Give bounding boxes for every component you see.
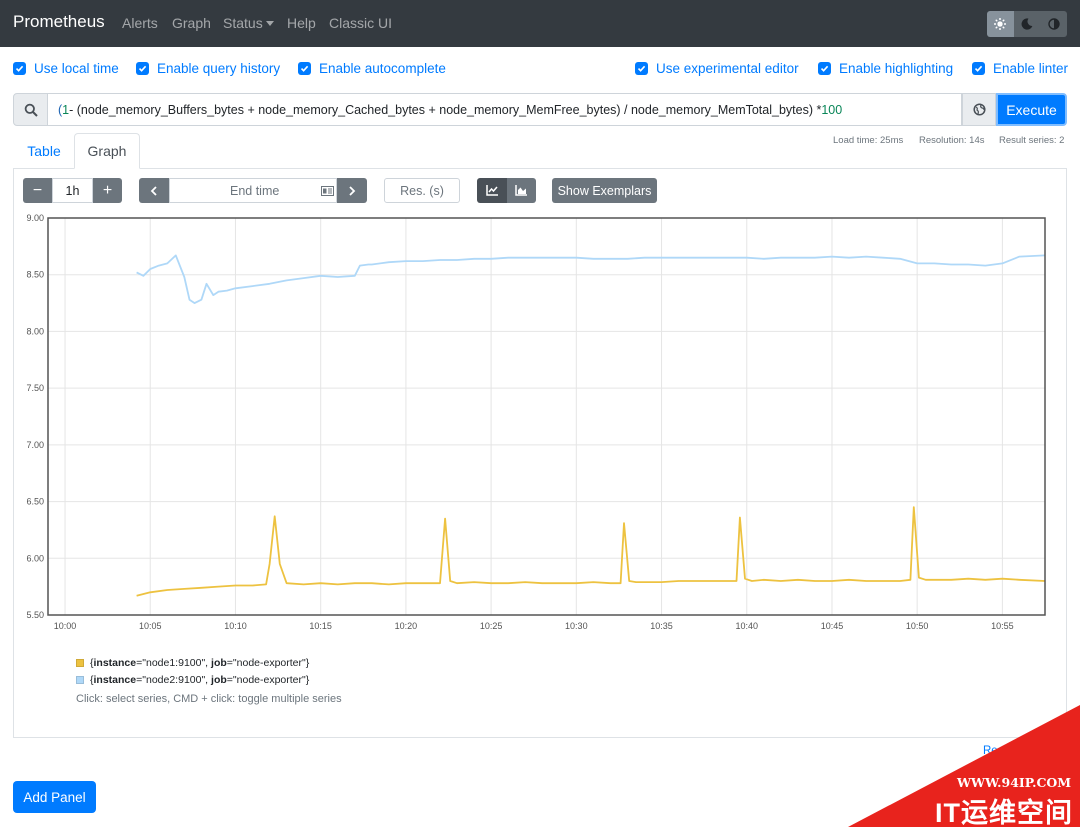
nav-graph[interactable]: Graph [172, 15, 211, 31]
legend-swatch [76, 659, 84, 667]
light-theme-button[interactable] [987, 11, 1014, 37]
stacked-button[interactable] [507, 178, 536, 203]
load-time: Load time: 25ms [833, 135, 903, 146]
option-enable-query-history[interactable]: Enable query history [136, 61, 280, 76]
y-tick-label: 5.50 [26, 610, 44, 620]
unstacked-button[interactable] [477, 178, 507, 203]
end-time-placeholder: End time [230, 184, 279, 198]
chevron-down-icon [266, 21, 274, 26]
x-tick-label: 10:30 [565, 621, 588, 631]
query-number: 100 [821, 103, 842, 117]
query-number: 1 [62, 103, 69, 117]
navbar: Prometheus Alerts Graph Status Help Clas… [0, 0, 1080, 47]
watermark-name: IT运维空间 [935, 791, 1073, 830]
theme-toggle-group [987, 11, 1067, 37]
x-tick-label: 10:55 [991, 621, 1014, 631]
option-label: Use experimental editor [656, 61, 799, 76]
nav-help[interactable]: Help [287, 15, 316, 31]
y-tick-label: 6.50 [26, 497, 44, 507]
nav-status[interactable]: Status [223, 15, 274, 31]
end-time-input[interactable]: End time [169, 178, 337, 203]
x-tick-label: 10:05 [139, 621, 162, 631]
x-tick-label: 10:50 [906, 621, 929, 631]
nav-status-label: Status [223, 15, 263, 31]
x-tick-label: 10:45 [821, 621, 844, 631]
chevron-right-icon [348, 186, 356, 196]
sun-icon [994, 18, 1006, 30]
metrics-explorer-button[interactable] [962, 93, 996, 126]
add-panel-button[interactable]: Add Panel [13, 781, 96, 813]
y-tick-label: 8.00 [26, 326, 44, 336]
resolution: Resolution: 14s [919, 135, 984, 146]
x-tick-label: 10:40 [735, 621, 758, 631]
option-enable-linter[interactable]: Enable linter [972, 61, 1068, 76]
checkbox-checked-icon[interactable] [136, 62, 149, 75]
y-tick-label: 8.50 [26, 270, 44, 280]
plot-area [48, 218, 1045, 615]
tab-graph[interactable]: Graph [74, 133, 140, 169]
x-tick-label: 10:00 [54, 621, 77, 631]
y-tick-label: 7.50 [26, 383, 44, 393]
x-tick-label: 10:20 [395, 621, 418, 631]
x-tick-label: 10:15 [309, 621, 332, 631]
x-tick-label: 10:25 [480, 621, 503, 631]
x-tick-label: 10:10 [224, 621, 247, 631]
expression-input[interactable]: (1- (node_memory_Buffers_bytes + node_me… [47, 93, 962, 126]
show-exemplars-button[interactable]: Show Exemplars [552, 178, 657, 203]
checkbox-checked-icon[interactable] [635, 62, 648, 75]
resolution-input[interactable]: Res. (s) [384, 178, 460, 203]
y-tick-label: 6.00 [26, 553, 44, 563]
result-series: Result series: 2 [999, 135, 1064, 146]
query-row: (1- (node_memory_Buffers_bytes + node_me… [13, 93, 1067, 126]
option-label: Use local time [34, 61, 119, 76]
checkbox-checked-icon[interactable] [298, 62, 311, 75]
checkbox-checked-icon[interactable] [972, 62, 985, 75]
decrease-range-button[interactable]: − [23, 178, 52, 203]
legend-swatch [76, 676, 84, 684]
query-body: - (node_memory_Buffers_bytes + node_memo… [69, 103, 821, 117]
area-chart-icon [515, 185, 528, 196]
watermark-url: WWW.94IP.COM [957, 775, 1071, 790]
y-tick-label: 9.00 [26, 213, 44, 223]
dark-theme-button[interactable] [1014, 11, 1041, 37]
nav-alerts[interactable]: Alerts [122, 15, 158, 31]
legend-label: {instance="node1:9100", job="node-export… [90, 657, 309, 669]
chevron-left-icon [150, 186, 158, 196]
option-enable-autocomplete[interactable]: Enable autocomplete [298, 61, 446, 76]
adjust-icon [1048, 18, 1060, 30]
legend-item-node2[interactable]: {instance="node2:9100", job="node-export… [76, 674, 309, 686]
option-label: Enable linter [993, 61, 1068, 76]
option-label: Enable highlighting [839, 61, 953, 76]
option-label: Enable autocomplete [319, 61, 446, 76]
browser-theme-button[interactable] [1040, 11, 1067, 37]
option-label: Enable query history [157, 61, 280, 76]
calendar-icon [321, 186, 334, 196]
y-tick-label: 7.00 [26, 440, 44, 450]
globe-icon [973, 103, 986, 116]
range-input[interactable]: 1h [52, 178, 93, 203]
execute-button[interactable]: Execute [996, 93, 1067, 126]
line-chart-icon [486, 185, 499, 196]
checkbox-checked-icon[interactable] [818, 62, 831, 75]
legend-label: {instance="node2:9100", job="node-export… [90, 674, 309, 686]
next-time-button[interactable] [337, 178, 367, 203]
increase-range-button[interactable]: + [93, 178, 122, 203]
option-enable-highlighting[interactable]: Enable highlighting [818, 61, 953, 76]
option-use-experimental-editor[interactable]: Use experimental editor [635, 61, 799, 76]
moon-icon [1021, 18, 1033, 30]
legend-item-node1[interactable]: {instance="node1:9100", job="node-export… [76, 657, 309, 669]
legend-hint: Click: select series, CMD + click: toggl… [76, 693, 342, 705]
nav-classic-ui[interactable]: Classic UI [329, 15, 392, 31]
search-icon [13, 93, 48, 126]
brand-logo[interactable]: Prometheus [13, 12, 105, 32]
graph-chart[interactable]: 9.00 8.50 8.00 7.50 7.00 6.50 6.00 5.50 10:00 10:… [14, 208, 1054, 633]
previous-time-button[interactable] [139, 178, 169, 203]
option-use-local-time[interactable]: Use local time [13, 61, 119, 76]
checkbox-checked-icon[interactable] [13, 62, 26, 75]
tab-table[interactable]: Table [13, 133, 75, 169]
x-tick-label: 10:35 [650, 621, 673, 631]
